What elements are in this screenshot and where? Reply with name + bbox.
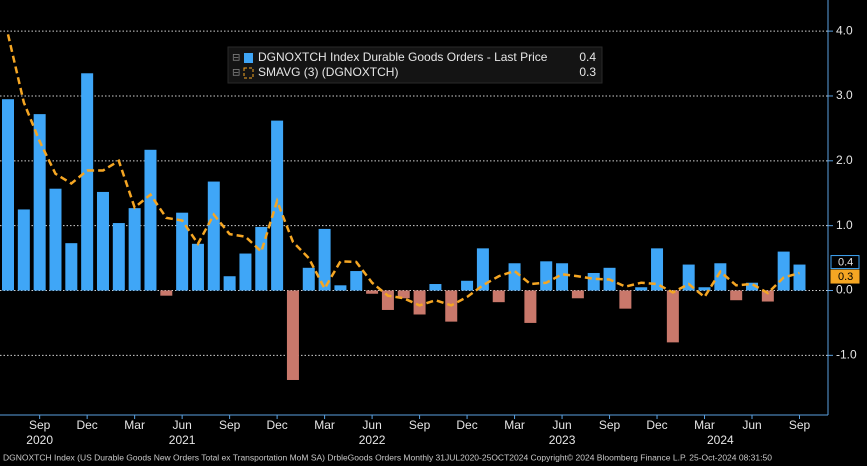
- sma-line: [6, 34, 800, 307]
- bar: [540, 261, 553, 291]
- bar: [476, 248, 489, 291]
- bar: [508, 263, 521, 291]
- bar: [461, 280, 474, 291]
- bar: [619, 290, 632, 309]
- bar: [635, 287, 648, 291]
- bar: [144, 149, 157, 291]
- x-tick-label: Jun: [362, 418, 381, 432]
- bar: [698, 287, 711, 291]
- bar: [571, 290, 584, 299]
- footer: DGNOXTCH Index (US Durable Goods New Ord…: [3, 452, 772, 462]
- y-tick-label: 4.0: [836, 23, 853, 37]
- x-tick-label: Mar: [504, 418, 525, 432]
- year-label: 2022: [359, 433, 386, 447]
- bar: [207, 181, 220, 291]
- bar: [239, 253, 252, 291]
- x-tick-label: Mar: [124, 418, 145, 432]
- bar: [334, 285, 347, 291]
- x-tick-label: Dec: [76, 418, 97, 432]
- year-label: 2021: [169, 433, 196, 447]
- bar: [302, 267, 315, 291]
- bar: [176, 212, 189, 291]
- bar: [350, 271, 363, 291]
- bar: [128, 208, 141, 291]
- x-tick-label: Dec: [456, 418, 477, 432]
- bar: [318, 228, 331, 291]
- bar: [413, 290, 426, 315]
- bar: [271, 120, 284, 291]
- legend-value: 0.3: [579, 65, 596, 79]
- bar: [191, 243, 204, 291]
- bar: [524, 290, 537, 323]
- bar: [2, 99, 14, 291]
- value-tag: [830, 269, 860, 284]
- bar: [746, 282, 759, 291]
- bar: [714, 263, 727, 291]
- bar: [366, 290, 379, 294]
- bar: [49, 188, 62, 291]
- x-tick-label: Sep: [409, 418, 431, 432]
- bar: [682, 264, 695, 291]
- y-tick-label: 1.0: [836, 218, 853, 232]
- legend-swatch: [244, 53, 253, 63]
- bar: [761, 290, 774, 302]
- bar: [651, 248, 664, 291]
- x-tick-label: Sep: [219, 418, 241, 432]
- bar: [429, 284, 442, 291]
- bar: [666, 290, 679, 343]
- legend-label: DGNOXTCH Index Durable Goods Orders - La…: [258, 50, 548, 64]
- y-tick-label: -1.0: [836, 348, 857, 362]
- value-tag: [830, 255, 860, 270]
- year-label: 2024: [707, 433, 734, 447]
- bar: [397, 290, 410, 299]
- bar: [556, 263, 569, 291]
- bar: [492, 290, 505, 303]
- bar: [793, 264, 806, 291]
- legend-label: SMAVG (3) (DGNOXTCH): [258, 65, 398, 79]
- x-tick-label: Mar: [314, 418, 335, 432]
- bar: [81, 73, 94, 291]
- bar: [286, 290, 299, 380]
- x-tick-label: Dec: [646, 418, 667, 432]
- x-tick-label: Dec: [266, 418, 287, 432]
- bar: [96, 191, 109, 291]
- x-tick-label: Jun: [742, 418, 761, 432]
- x-tick-label: Sep: [29, 418, 51, 432]
- y-tick-label: 2.0: [836, 153, 853, 167]
- x-tick-label: Sep: [599, 418, 621, 432]
- x-tick-label: Sep: [789, 418, 811, 432]
- legend-box: [227, 46, 603, 84]
- bar: [17, 209, 30, 291]
- value-tag-label: 0.4: [838, 256, 853, 268]
- x-tick-label: Jun: [552, 418, 571, 432]
- legend-swatch: [243, 67, 254, 79]
- bar: [33, 114, 46, 291]
- legend: ⊟ DGNOXTCH Index Durable Goods Orders - L…: [227, 46, 603, 84]
- y-tick-label: 3.0: [836, 88, 853, 102]
- y-tick-label: 0.0: [836, 283, 853, 297]
- legend-toggle: ⊟: [232, 68, 240, 79]
- x-tick-label: Jun: [172, 418, 191, 432]
- legend-toggle: ⊟: [232, 53, 240, 64]
- bar: [65, 243, 78, 291]
- bar: [587, 272, 600, 291]
- bar: [777, 251, 790, 291]
- bar: [730, 290, 743, 301]
- value-tag-label: 0.3: [838, 271, 853, 283]
- year-label: 2023: [549, 433, 576, 447]
- bar: [223, 276, 236, 291]
- bar: [160, 290, 173, 296]
- x-tick-label: Mar: [694, 418, 715, 432]
- legend-value: 0.4: [579, 50, 596, 64]
- bar: [381, 290, 394, 310]
- bar: [112, 223, 125, 291]
- year-label: 2020: [26, 433, 53, 447]
